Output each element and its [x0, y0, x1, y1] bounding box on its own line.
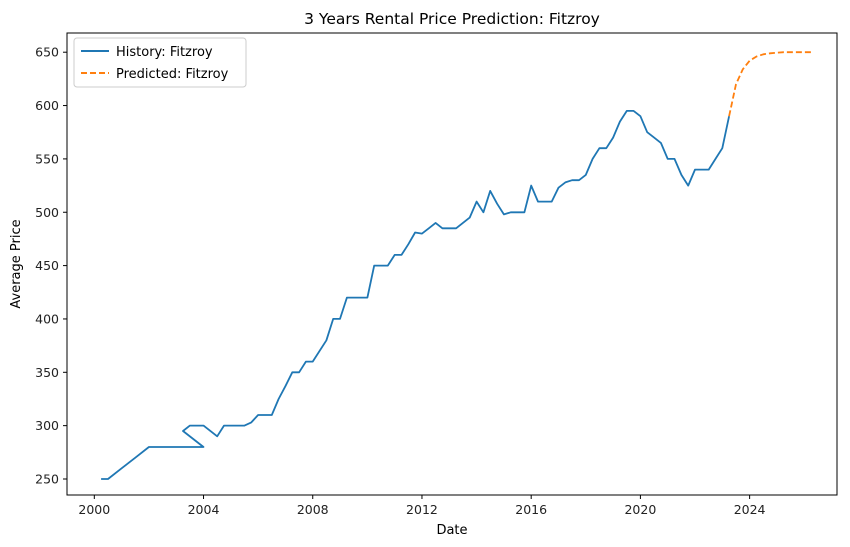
history-series-line: [101, 110, 730, 480]
legend-box: [73, 37, 247, 88]
predicted-series-line: [728, 51, 812, 117]
y-tick-label: 450: [35, 258, 59, 273]
x-tick-label: 2008: [297, 502, 329, 517]
x-axis-label: Date: [436, 523, 467, 538]
y-tick-label: 400: [35, 311, 59, 326]
plot-frame: [66, 32, 838, 496]
x-tick-label: 2024: [734, 502, 766, 517]
chart-title: 3 Years Rental Price Prediction: Fitzroy: [304, 10, 600, 28]
y-tick-label: 300: [35, 418, 59, 433]
y-tick-label: 600: [35, 98, 59, 113]
legend: History: Fitzroy Predicted: Fitzroy: [73, 37, 247, 88]
y-axis-label: Average Price: [9, 219, 24, 308]
x-tick-label: 2012: [406, 502, 438, 517]
x-tick-label: 2000: [78, 502, 110, 517]
legend-predicted-label: Predicted: Fitzroy: [116, 67, 229, 82]
x-tick-label: 2016: [515, 502, 547, 517]
series-layer: [101, 51, 812, 480]
x-tick-label: 2020: [624, 502, 656, 517]
y-tick-label: 550: [35, 151, 59, 166]
legend-history-label: History: Fitzroy: [116, 45, 213, 60]
y-tick-label: 500: [35, 205, 59, 220]
axis-ticks: 2000 2004 2008 2012 2016 2020 2024 250 300 350 400…: [35, 45, 765, 517]
y-tick-label: 650: [35, 45, 59, 60]
y-tick-label: 350: [35, 365, 59, 380]
y-tick-label: 250: [35, 471, 59, 486]
x-tick-label: 2004: [188, 502, 220, 517]
